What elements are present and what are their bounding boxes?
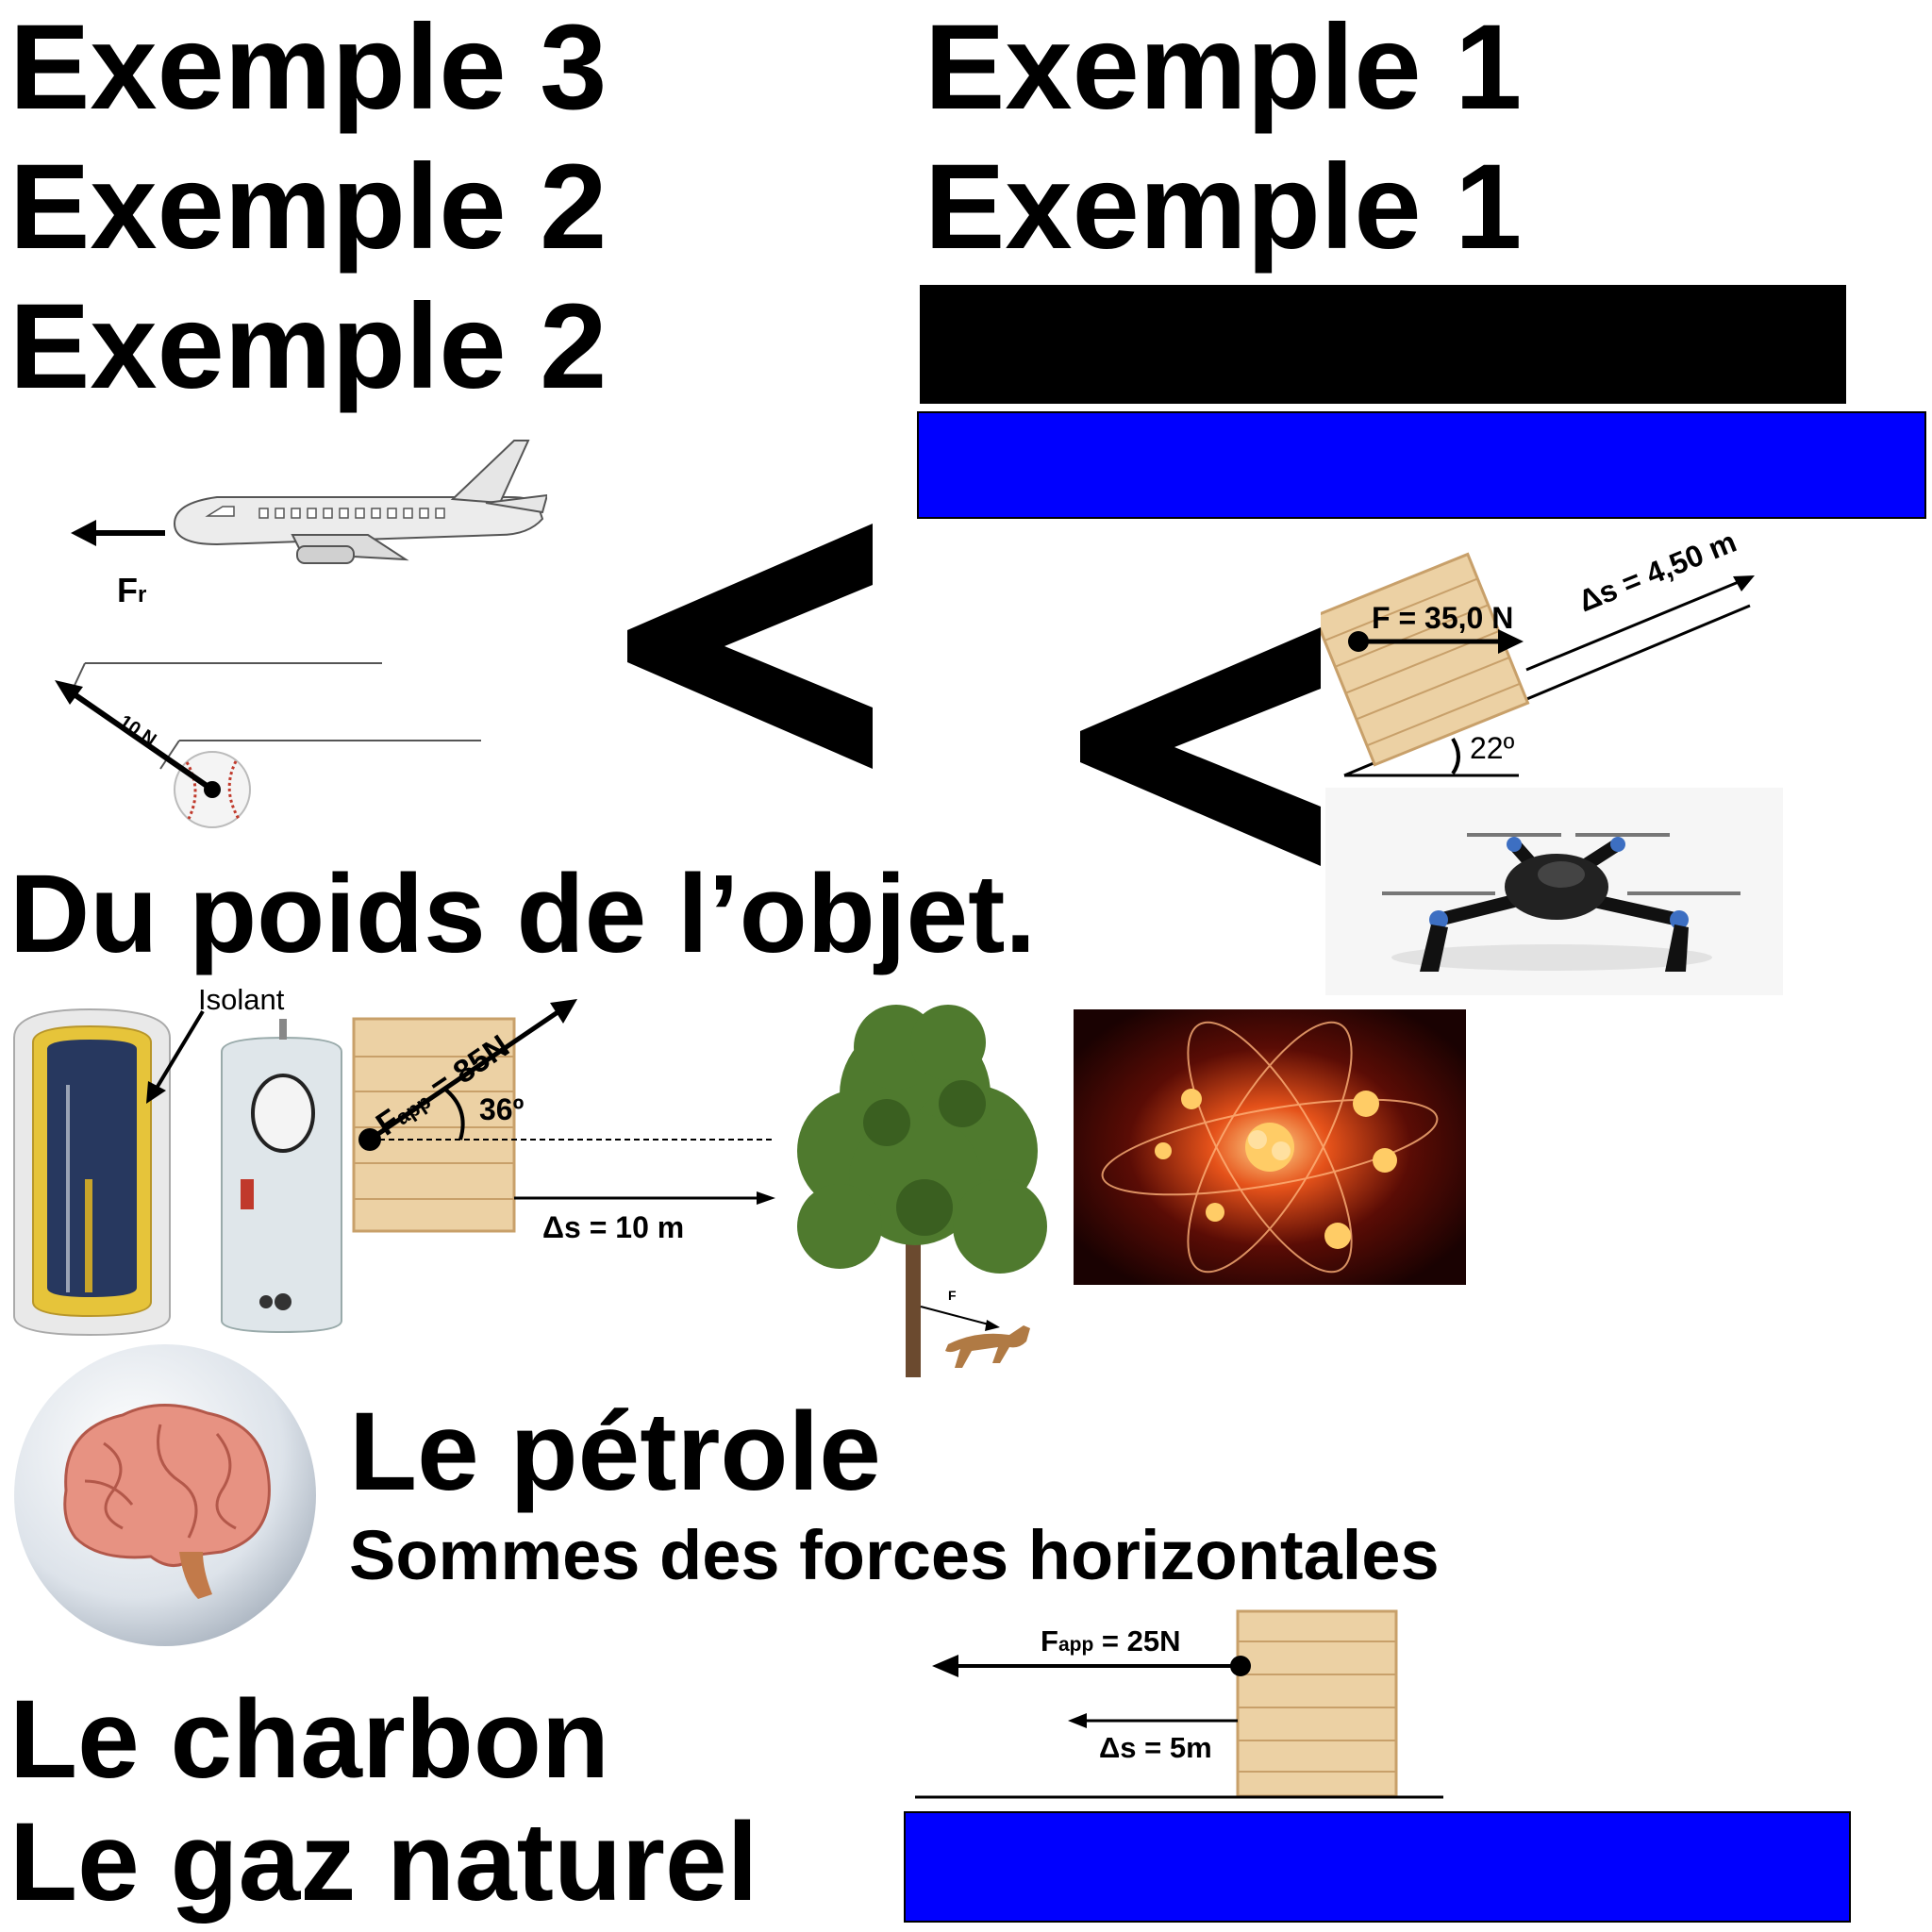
crate-angle-illustration — [352, 999, 775, 1233]
heading-exemple-2-first: Exemple 2 — [9, 140, 608, 275]
heading-poids: Du poids de l’objet. — [9, 852, 1037, 976]
incline-angle-label: 22º — [1470, 731, 1515, 765]
heading-charbon: Le charbon — [9, 1677, 609, 1802]
heading-exemple-1-second: Exemple 1 — [924, 140, 1523, 275]
crate-floor-illustration — [915, 1609, 1443, 1799]
tree-force-label: F — [948, 1288, 957, 1303]
airplane-illustration — [71, 440, 547, 564]
black-bar — [920, 285, 1846, 404]
angle-angle-label: 36º — [479, 1092, 525, 1126]
atom-illustration — [1074, 1009, 1466, 1285]
angle-displacement-label: Δs = 10 m — [542, 1210, 685, 1244]
heater-isolant-label: Isolant — [198, 983, 285, 1016]
water-heater-illustration — [13, 1008, 342, 1337]
floor-displacement-label: Δs = 5m — [1099, 1731, 1212, 1764]
brain-icon — [14, 1344, 316, 1646]
drone-illustration — [1325, 788, 1783, 995]
heading-exemple-2-second: Exemple 2 — [9, 279, 608, 414]
baseball-force-label: 10 N — [115, 711, 159, 751]
tree-dog-illustration: F — [797, 1005, 1047, 1377]
less-than-symbol-small — [1080, 627, 1321, 866]
heading-sommes: Sommes des forces horizontales — [349, 1516, 1440, 1594]
blue-bar-top — [917, 411, 1926, 519]
crate-incline-illustration — [1321, 552, 1755, 777]
heading-exemple-3: Exemple 3 — [9, 0, 608, 135]
airplane-force-label: Fr — [117, 571, 147, 609]
baseball-illustration: 10 N — [55, 662, 481, 828]
less-than-symbol-large — [627, 524, 873, 769]
heading-exemple-1-first: Exemple 1 — [924, 0, 1523, 135]
incline-force-label: F = 35,0 N — [1372, 601, 1514, 635]
blue-bar-bottom — [904, 1811, 1851, 1923]
heading-petrole: Le pétrole — [349, 1390, 881, 1514]
heading-gaz-naturel: Le gaz naturel — [9, 1800, 758, 1924]
floor-force-label: Fapp = 25N — [1041, 1624, 1181, 1657]
